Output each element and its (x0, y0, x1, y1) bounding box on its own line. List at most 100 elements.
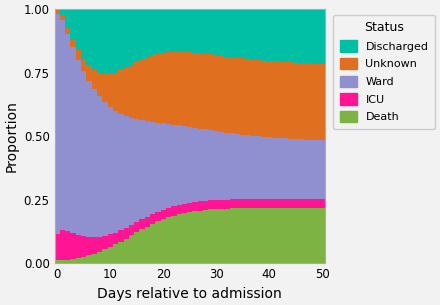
Bar (129, 65, 134, 118)
Bar (129, 9, 134, 65)
Bar (155, 123, 161, 212)
Bar (97, 237, 103, 252)
X-axis label: Days relative to admission: Days relative to admission (97, 287, 282, 301)
Bar (288, 199, 293, 208)
Bar (246, 9, 251, 59)
Bar (214, 200, 219, 209)
Bar (86, 9, 92, 66)
Bar (145, 227, 150, 264)
Bar (134, 62, 139, 119)
Bar (124, 9, 129, 68)
Bar (314, 199, 320, 207)
Bar (267, 61, 272, 137)
Bar (208, 210, 214, 264)
Bar (288, 63, 293, 139)
Bar (198, 53, 203, 129)
Bar (293, 63, 298, 139)
Bar (219, 9, 224, 56)
Bar (230, 133, 235, 199)
Bar (86, 66, 92, 81)
Bar (246, 199, 251, 208)
Bar (70, 9, 76, 40)
Bar (166, 124, 171, 208)
Bar (139, 219, 145, 229)
Bar (288, 9, 293, 63)
Bar (246, 208, 251, 264)
Bar (171, 9, 176, 52)
Bar (230, 208, 235, 264)
Bar (113, 9, 118, 73)
Bar (113, 232, 118, 244)
Bar (86, 237, 92, 255)
Bar (224, 209, 230, 264)
Bar (76, 60, 81, 235)
Bar (219, 209, 224, 264)
Bar (224, 56, 230, 133)
Bar (81, 9, 86, 59)
Bar (314, 9, 320, 64)
Bar (182, 204, 187, 213)
Bar (103, 74, 108, 102)
Bar (155, 221, 161, 264)
Bar (203, 201, 208, 210)
Bar (118, 114, 124, 230)
Bar (298, 139, 304, 199)
Bar (272, 61, 277, 138)
Bar (192, 9, 198, 53)
Bar (208, 200, 214, 210)
Bar (320, 64, 325, 140)
Bar (267, 199, 272, 208)
Bar (139, 59, 145, 120)
Bar (320, 9, 325, 64)
Bar (251, 208, 256, 264)
Bar (171, 52, 176, 125)
Bar (198, 129, 203, 202)
Bar (139, 120, 145, 219)
Bar (203, 9, 208, 54)
Bar (81, 257, 86, 264)
Bar (277, 9, 282, 62)
Bar (166, 217, 171, 264)
Bar (92, 70, 97, 89)
Bar (240, 199, 246, 208)
Bar (118, 9, 124, 70)
Bar (293, 139, 298, 199)
Bar (150, 224, 155, 264)
Bar (304, 199, 309, 207)
Bar (76, 9, 81, 50)
Bar (314, 140, 320, 199)
Bar (118, 70, 124, 114)
Bar (214, 55, 219, 131)
Bar (267, 208, 272, 264)
Bar (134, 9, 139, 62)
Bar (150, 55, 155, 122)
Bar (134, 119, 139, 222)
Bar (55, 260, 60, 264)
Bar (103, 102, 108, 236)
Bar (256, 9, 261, 60)
Bar (124, 228, 129, 239)
Bar (320, 140, 325, 199)
Bar (277, 62, 282, 138)
Bar (203, 54, 208, 129)
Bar (65, 231, 70, 260)
Bar (176, 9, 182, 52)
Bar (304, 9, 309, 63)
Bar (65, 9, 70, 28)
Bar (235, 199, 240, 208)
Bar (145, 121, 150, 217)
Bar (309, 207, 314, 264)
Legend: Discharged, Unknown, Ward, ICU, Death: Discharged, Unknown, Ward, ICU, Death (333, 15, 435, 129)
Bar (145, 217, 150, 227)
Bar (267, 9, 272, 61)
Bar (171, 206, 176, 216)
Bar (97, 73, 103, 96)
Bar (320, 207, 325, 264)
Bar (224, 199, 230, 209)
Bar (134, 232, 139, 264)
Bar (161, 53, 166, 123)
Bar (256, 60, 261, 136)
Bar (55, 9, 60, 14)
Bar (92, 253, 97, 264)
Bar (70, 233, 76, 259)
